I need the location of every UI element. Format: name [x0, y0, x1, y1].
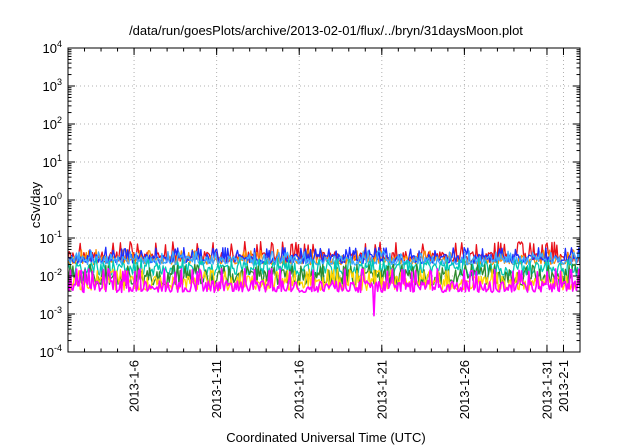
y-tick-label: 10-4	[40, 343, 62, 360]
x-axis-label: Coordinated Universal Time (UTC)	[226, 430, 425, 445]
x-axis: 2013-1-6 2013-1-11 2013-1-16 2013-1-21 2013-…	[84, 48, 571, 419]
y-tick-label: 103	[43, 77, 62, 94]
x-tick-label: 2013-1-31	[539, 360, 554, 419]
y-tick-label: 10-2	[40, 267, 62, 284]
data-series-line	[68, 250, 580, 266]
data-series-line	[68, 257, 580, 277]
x-tick-label: 2013-1-6	[127, 360, 142, 412]
grid	[68, 48, 580, 352]
y-axis-label: cSv/day	[28, 181, 43, 228]
x-tick-label: 2013-1-21	[374, 360, 389, 419]
x-tick-label: 2013-1-26	[457, 360, 472, 419]
y-tick-label: 10-3	[40, 305, 62, 322]
y-tick-label: 10-1	[40, 229, 62, 246]
chart-title: /data/run/goesPlots/archive/2013-02-01/f…	[129, 23, 523, 38]
data-series-group	[68, 240, 580, 317]
y-tick-label: 104	[43, 39, 62, 56]
y-tick-label: 101	[43, 153, 62, 170]
x-tick-label: 2013-1-11	[209, 360, 224, 418]
x-tick-label: 2013-1-16	[292, 360, 307, 419]
x-tick-label: 2013-2-1	[556, 360, 571, 412]
data-series-line	[68, 267, 580, 317]
y-tick-label: 102	[43, 115, 62, 132]
y-tick-label: 100	[43, 191, 62, 208]
